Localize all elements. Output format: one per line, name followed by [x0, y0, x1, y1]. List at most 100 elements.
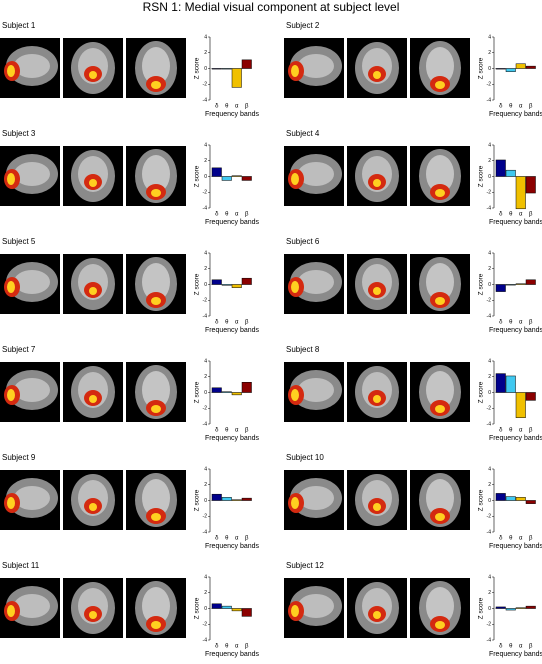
bar [231, 175, 242, 177]
x-axis-label: Frequency bands [489, 435, 542, 442]
y-tick-label: -2 [487, 82, 492, 88]
activation [7, 281, 15, 293]
bar [505, 496, 516, 501]
y-tick-label: -2 [203, 190, 208, 196]
x-tick-label: δ [215, 536, 219, 542]
x-tick-label: α [235, 536, 239, 542]
bar [495, 373, 506, 393]
x-tick-label: α [519, 536, 523, 542]
x-tick-label: α [519, 428, 523, 434]
y-tick-label: -4 [203, 313, 208, 319]
x-tick-label: θ [225, 644, 229, 650]
subject-label: Subject 2 [286, 21, 320, 30]
activation [7, 389, 15, 401]
activation [151, 621, 161, 629]
x-axis-label: Frequency bands [205, 219, 260, 226]
activation [89, 395, 97, 403]
bar [515, 607, 526, 609]
activation [373, 503, 381, 511]
y-tick-label: 0 [488, 174, 491, 180]
y-tick-label: 4 [204, 142, 207, 148]
y-tick-label: 0 [204, 606, 207, 612]
y-axis-label: Z score [478, 597, 485, 619]
y-tick-label: 4 [488, 466, 491, 472]
brain-tissue [426, 263, 454, 301]
x-tick-label: α [235, 428, 239, 434]
y-tick-label: -4 [203, 637, 208, 643]
subject-label: Subject 7 [2, 345, 36, 354]
subject-label: Subject 9 [2, 453, 36, 462]
x-tick-label: α [519, 104, 523, 110]
x-tick-label: θ [509, 536, 513, 542]
bar [241, 277, 252, 285]
activation [151, 297, 161, 305]
y-axis-label: Z score [478, 273, 485, 295]
activation [89, 179, 97, 187]
bar [221, 68, 232, 70]
y-tick-label: -2 [487, 190, 492, 196]
activation [151, 189, 161, 197]
subject-label: Subject 1 [2, 21, 36, 30]
y-tick-label: 0 [488, 66, 491, 72]
y-axis-label: Z score [478, 489, 485, 511]
activation [151, 405, 161, 413]
activation [435, 81, 445, 89]
y-tick-label: 4 [204, 358, 207, 364]
brain-tissue [426, 47, 454, 85]
bar [231, 284, 242, 288]
activation [373, 611, 381, 619]
y-axis-label: Z score [194, 381, 201, 403]
activation [7, 497, 15, 509]
x-tick-label: δ [499, 104, 503, 110]
y-tick-label: 2 [204, 158, 207, 164]
x-tick-label: θ [225, 212, 229, 218]
y-tick-label: 2 [488, 482, 491, 488]
brain-tissue [426, 155, 454, 193]
x-axis-label: Frequency bands [205, 651, 260, 658]
activation [89, 71, 97, 79]
y-tick-label: -2 [203, 82, 208, 88]
y-tick-label: 0 [204, 66, 207, 72]
x-axis-label: Frequency bands [205, 327, 260, 334]
bar [495, 68, 506, 70]
bar [221, 391, 232, 393]
x-tick-label: θ [509, 320, 513, 326]
figure-title: RSN 1: Medial visual component at subjec… [143, 0, 400, 14]
subject-label: Subject 12 [286, 561, 324, 570]
x-tick-label: α [235, 212, 239, 218]
y-tick-label: 0 [204, 498, 207, 504]
y-tick-label: -4 [203, 421, 208, 427]
activation [291, 281, 299, 293]
bar [525, 279, 536, 285]
brain-tissue [298, 594, 334, 618]
activation [373, 287, 381, 295]
brain-tissue [14, 54, 50, 78]
y-tick-label: -4 [487, 97, 492, 103]
brain-tissue [14, 486, 50, 510]
brain-tissue [426, 371, 454, 409]
bar [495, 159, 506, 177]
brain-tissue [298, 270, 334, 294]
subject-label: Subject 4 [286, 129, 320, 138]
bar [515, 497, 526, 501]
bar [231, 608, 242, 612]
y-axis-label: Z score [478, 165, 485, 187]
bar [211, 279, 222, 285]
y-tick-label: 0 [488, 606, 491, 612]
y-tick-label: -2 [203, 298, 208, 304]
x-tick-label: θ [225, 428, 229, 434]
y-tick-label: 2 [488, 158, 491, 164]
y-tick-label: -2 [487, 406, 492, 412]
brain-tissue [298, 378, 334, 402]
activation [291, 389, 299, 401]
bar [505, 284, 516, 286]
y-tick-label: -2 [487, 622, 492, 628]
y-tick-label: 4 [204, 574, 207, 580]
brain-tissue [14, 162, 50, 186]
activation [291, 605, 299, 617]
x-axis-label: Frequency bands [205, 543, 260, 550]
activation [151, 81, 161, 89]
y-tick-label: 2 [204, 50, 207, 56]
bar [231, 392, 242, 396]
activation [435, 297, 445, 305]
